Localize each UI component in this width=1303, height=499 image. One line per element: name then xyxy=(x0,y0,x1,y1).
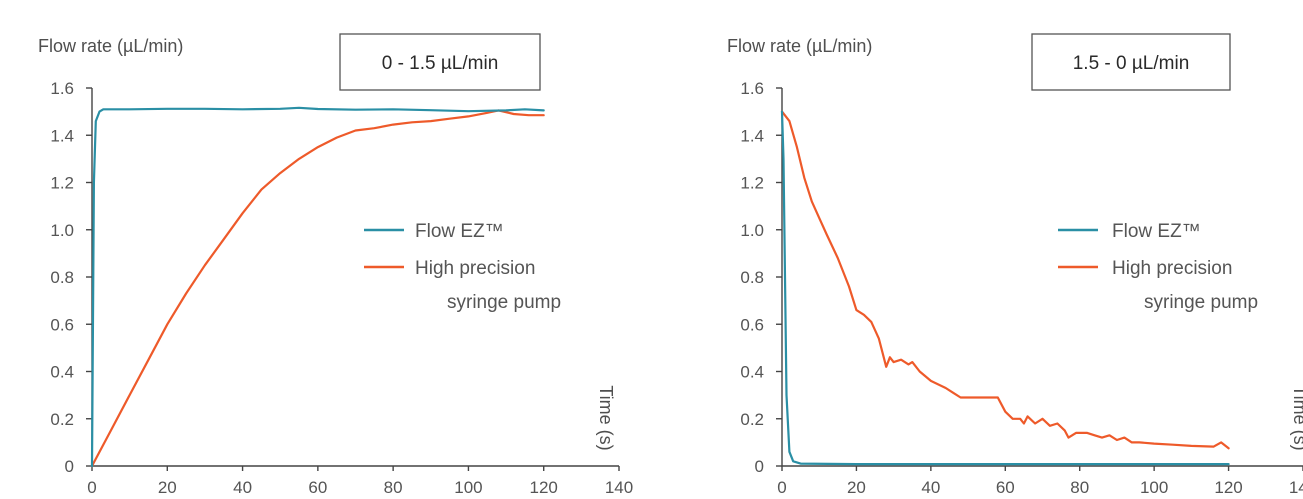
c0-y-tick-label: 1.2 xyxy=(50,174,74,193)
c1-x-tick-label: 120 xyxy=(1214,478,1242,497)
c1-x-axis-label: Time (s) xyxy=(1290,385,1303,450)
c0-y-axis-label: Flow rate (µL/min) xyxy=(38,36,183,56)
c1-x-tick-label: 40 xyxy=(921,478,940,497)
c0-y-tick-label: 0.2 xyxy=(50,410,74,429)
c0-title-box xyxy=(339,33,541,91)
c1-y-tick-label: 1.2 xyxy=(740,174,764,193)
c1-x-tick-label: 60 xyxy=(996,478,1015,497)
c0-x-axis-label: Time (s) xyxy=(596,385,616,450)
c1-x-tick-label: 100 xyxy=(1140,478,1168,497)
c1-legend-label-0: Flow EZ™ xyxy=(1112,221,1201,242)
c1-y-tick-label: 0.6 xyxy=(740,315,764,334)
c0-y-tick-label: 1.4 xyxy=(50,126,74,145)
c1-series-line-0 xyxy=(780,110,1230,466)
c1-y-tick-label: 1.4 xyxy=(740,126,764,145)
c1-y-tick-label: 0.2 xyxy=(740,410,764,429)
c0-x-tick-label: 100 xyxy=(454,478,482,497)
c0-x-tick-label: 140 xyxy=(605,478,633,497)
c0-x-tick-label: 20 xyxy=(158,478,177,497)
c1-title-box xyxy=(1031,33,1231,91)
c1-series-line-1 xyxy=(780,110,1230,450)
c1-y-tick-label: 1.0 xyxy=(740,221,764,240)
c1-legend-label-1: High precision xyxy=(1112,258,1232,279)
chart-right: Flow rate (µL/min) 1.5 - 0 µL/min 0 0.2 0.4 0… xyxy=(727,33,1303,497)
c0-y-tick-label: 1.0 xyxy=(50,221,74,240)
chart-left: Flow rate (µL/min) 0 - 1.5 µL/min 0 0.2 0.4 0… xyxy=(38,33,633,497)
c1-y-axis-label: Flow rate (µL/min) xyxy=(727,36,872,56)
c0-x-tick-label: 120 xyxy=(530,478,558,497)
c1-y-tick-label: 0 xyxy=(755,457,764,476)
c0-y-tick-label: 0 xyxy=(65,457,74,476)
c1-x-tick-label: 140 xyxy=(1289,478,1303,497)
c1-y-tick-label: 1.6 xyxy=(740,79,764,98)
c0-legend-label-0: Flow EZ™ xyxy=(415,221,504,242)
c0-series-line-1 xyxy=(90,109,545,468)
c1-x-tick-label: 20 xyxy=(847,478,866,497)
c1-chart-title: 1.5 - 0 µL/min xyxy=(1073,53,1190,74)
c0-x-tick-label: 60 xyxy=(308,478,327,497)
c0-axes xyxy=(91,88,619,467)
c0-x-tick-label: 40 xyxy=(233,478,252,497)
c1-y-tick-label: 0.8 xyxy=(740,268,764,287)
c0-y-tick-label: 0.6 xyxy=(50,315,74,334)
c0-x-tick-label: 80 xyxy=(384,478,403,497)
c0-series-line-0 xyxy=(90,106,545,468)
c0-legend-label-1: High precision xyxy=(415,258,535,279)
c0-x-tick-label: 0 xyxy=(87,478,96,497)
c1-y-tick-label: 0.4 xyxy=(740,363,764,382)
c0-y-tick-label: 1.6 xyxy=(50,79,74,98)
c0-y-tick-label: 0.8 xyxy=(50,268,74,287)
c0-y-tick-label: 0.4 xyxy=(50,363,74,382)
c1-x-tick-label: 0 xyxy=(777,478,786,497)
c0-chart-title: 0 - 1.5 µL/min xyxy=(382,53,499,74)
c0-legend-label-1-line2: syringe pump xyxy=(447,292,561,313)
c1-legend-label-1-line2: syringe pump xyxy=(1144,292,1258,313)
c1-x-tick-label: 80 xyxy=(1070,478,1089,497)
